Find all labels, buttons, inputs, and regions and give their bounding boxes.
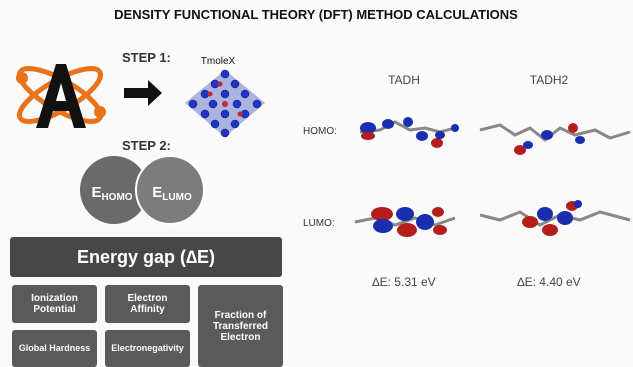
energy-gap-value: ∆E: 4.40 eV: [517, 275, 580, 289]
software-label: TmoleX: [201, 56, 236, 67]
property-box: Electronegativity: [105, 330, 190, 367]
orbital-image: [480, 123, 630, 155]
energy-gap-box: Energy gap (∆E): [10, 237, 282, 277]
column-header: TADH2: [530, 73, 569, 87]
symbol: E: [152, 184, 162, 201]
row-label: LUMO:: [303, 218, 335, 229]
crystal: [185, 70, 265, 137]
row-label: HOMO:: [303, 126, 337, 137]
property-box: Global Hardness: [12, 330, 97, 367]
step-label: STEP 2:: [122, 138, 171, 153]
orbital-image: [355, 207, 455, 237]
step-label: STEP 1:: [122, 50, 171, 65]
orbital-image: [480, 200, 630, 236]
logo: [13, 59, 108, 131]
energy-gap-value: ∆E: 5.31 eV: [372, 275, 435, 289]
subscript: LUMO: [162, 192, 192, 203]
page: DENSITY FUNCTIONAL THEORY (DFT) METHOD C…: [0, 0, 633, 367]
column-header: TADH: [388, 73, 420, 87]
subscript: HOMO: [101, 192, 132, 203]
property-box: Fraction of Transferred Electron: [198, 285, 283, 367]
title: DENSITY FUNCTIONAL THEORY (DFT) METHOD C…: [114, 7, 518, 22]
symbol: E: [91, 184, 101, 201]
lumo-circle: [136, 156, 204, 224]
property-box: Ionization Potential: [12, 285, 97, 323]
orbital-image: [360, 117, 459, 148]
arrow: [124, 80, 162, 106]
property-box: Electron Affinity: [105, 285, 190, 323]
